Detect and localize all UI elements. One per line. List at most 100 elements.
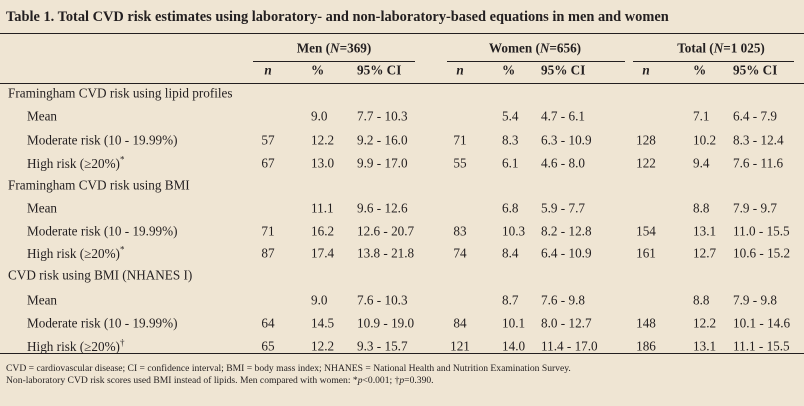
cell-percent: 9.0 xyxy=(311,292,328,308)
subheader-ci: 95% CI xyxy=(541,62,586,78)
cell-percent: 9.0 xyxy=(311,108,328,124)
cell-ci: 10.9 - 19.0 xyxy=(357,315,415,331)
cell-n: 65 xyxy=(261,338,275,354)
section-label: Framingham CVD risk using lipid profiles xyxy=(8,85,233,101)
subheader-ci: 95% CI xyxy=(357,62,402,78)
cell-n: 74 xyxy=(453,245,467,261)
subheader-percent: % xyxy=(311,62,325,78)
cell-percent: 10.1 xyxy=(502,315,526,331)
cell-ci: 8.3 - 12.4 xyxy=(733,132,784,148)
group-underline xyxy=(447,61,625,62)
section-label: CVD risk using BMI (NHANES I) xyxy=(8,267,193,283)
cell-n: 67 xyxy=(261,155,275,171)
cell-percent: 13.1 xyxy=(693,223,717,239)
cell-percent: 11.1 xyxy=(311,200,334,216)
row-label: Mean xyxy=(27,108,58,124)
subheader-n: n xyxy=(456,62,464,78)
subheader-percent: % xyxy=(502,62,516,78)
cell-percent: 6.8 xyxy=(502,200,519,216)
cell-ci: 7.6 - 11.6 xyxy=(733,155,784,171)
cell-percent: 10.2 xyxy=(693,132,717,148)
subheader-n: n xyxy=(264,62,272,78)
cell-n: 121 xyxy=(450,338,470,354)
cell-ci: 13.8 - 21.8 xyxy=(357,245,415,261)
cell-ci: 9.2 - 16.0 xyxy=(357,132,408,148)
cell-ci: 6.3 - 10.9 xyxy=(541,132,592,148)
cell-ci: 11.4 - 17.0 xyxy=(541,338,598,354)
cell-percent: 12.2 xyxy=(311,338,335,354)
cell-ci: 12.6 - 20.7 xyxy=(357,223,415,239)
cell-ci: 7.7 - 10.3 xyxy=(357,108,408,124)
cell-n: 84 xyxy=(453,315,467,331)
table-title: Table 1. Total CVD risk estimates using … xyxy=(6,9,669,25)
cell-n: 55 xyxy=(453,155,467,171)
header-men: Men (N=369) xyxy=(296,40,372,56)
group-underline xyxy=(633,61,794,62)
header-women: Women (N=656) xyxy=(488,40,582,56)
subheader-percent: % xyxy=(693,62,707,78)
cell-n: 186 xyxy=(636,338,656,354)
cell-ci: 6.4 - 10.9 xyxy=(541,245,592,261)
cell-n: 71 xyxy=(453,132,467,148)
cell-percent: 10.3 xyxy=(502,223,526,239)
bottom-rule xyxy=(0,353,804,354)
footnote-abbreviations: CVD = cardiovascular disease; CI = confi… xyxy=(6,363,571,374)
cell-percent: 5.4 xyxy=(502,108,519,124)
cell-percent: 13.0 xyxy=(311,155,335,171)
row-label: Moderate risk (10 - 19.99%) xyxy=(27,315,178,331)
cell-percent: 8.8 xyxy=(693,292,710,308)
cell-percent: 8.8 xyxy=(693,200,710,216)
cell-ci: 7.9 - 9.8 xyxy=(733,292,777,308)
cell-ci: 4.6 - 8.0 xyxy=(541,155,585,171)
cell-ci: 5.9 - 7.7 xyxy=(541,200,585,216)
row-label: Moderate risk (10 - 19.99%) xyxy=(27,132,178,148)
cell-percent: 9.4 xyxy=(693,155,710,171)
row-label: Moderate risk (10 - 19.99%) xyxy=(27,223,178,239)
cell-n: 128 xyxy=(636,132,656,148)
group-underline xyxy=(253,61,415,62)
cell-n: 154 xyxy=(636,223,656,239)
cell-ci: 11.0 - 15.5 xyxy=(733,223,790,239)
cell-n: 161 xyxy=(636,245,656,261)
cell-percent: 14.5 xyxy=(311,315,335,331)
cell-percent: 8.3 xyxy=(502,132,519,148)
cell-percent: 16.2 xyxy=(311,223,335,239)
cell-n: 83 xyxy=(453,223,467,239)
cell-percent: 12.2 xyxy=(311,132,335,148)
subheader-n: n xyxy=(642,62,650,78)
cell-n: 71 xyxy=(261,223,275,239)
header-total: Total (N=1 025) xyxy=(677,40,765,56)
cell-percent: 17.4 xyxy=(311,245,335,261)
cell-percent: 12.2 xyxy=(693,315,717,331)
cell-n: 122 xyxy=(636,155,656,171)
cell-ci: 6.4 - 7.9 xyxy=(733,108,777,124)
cell-ci: 10.6 - 15.2 xyxy=(733,245,791,261)
subheader-ci: 95% CI xyxy=(733,62,778,78)
cell-ci: 9.9 - 17.0 xyxy=(357,155,408,171)
row-label: Mean xyxy=(27,292,58,308)
cell-ci: 7.6 - 9.8 xyxy=(541,292,585,308)
cell-ci: 9.3 - 15.7 xyxy=(357,338,408,354)
cell-percent: 6.1 xyxy=(502,155,519,171)
cell-percent: 8.4 xyxy=(502,245,519,261)
cell-percent: 7.1 xyxy=(693,108,710,124)
cell-ci: 4.7 - 6.1 xyxy=(541,108,585,124)
cell-percent: 14.0 xyxy=(502,338,526,354)
top-rule xyxy=(0,33,804,35)
row-label: High risk (≥20%)* xyxy=(27,154,125,172)
cell-ci: 9.6 - 12.6 xyxy=(357,200,408,216)
cell-percent: 12.7 xyxy=(693,245,717,261)
row-label: High risk (≥20%)* xyxy=(27,244,125,262)
cell-n: 64 xyxy=(261,315,275,331)
footnote-comparison: Non-laboratory CVD risk scores used BMI … xyxy=(6,375,434,386)
cell-ci: 10.1 - 14.6 xyxy=(733,315,791,331)
cell-ci: 7.9 - 9.7 xyxy=(733,200,777,216)
cell-n: 87 xyxy=(261,245,275,261)
cell-n: 148 xyxy=(636,315,656,331)
cell-percent: 8.7 xyxy=(502,292,519,308)
cell-ci: 11.1 - 15.5 xyxy=(733,338,790,354)
row-label: High risk (≥20%)† xyxy=(27,337,125,355)
cell-ci: 7.6 - 10.3 xyxy=(357,292,408,308)
cell-n: 57 xyxy=(261,132,275,148)
